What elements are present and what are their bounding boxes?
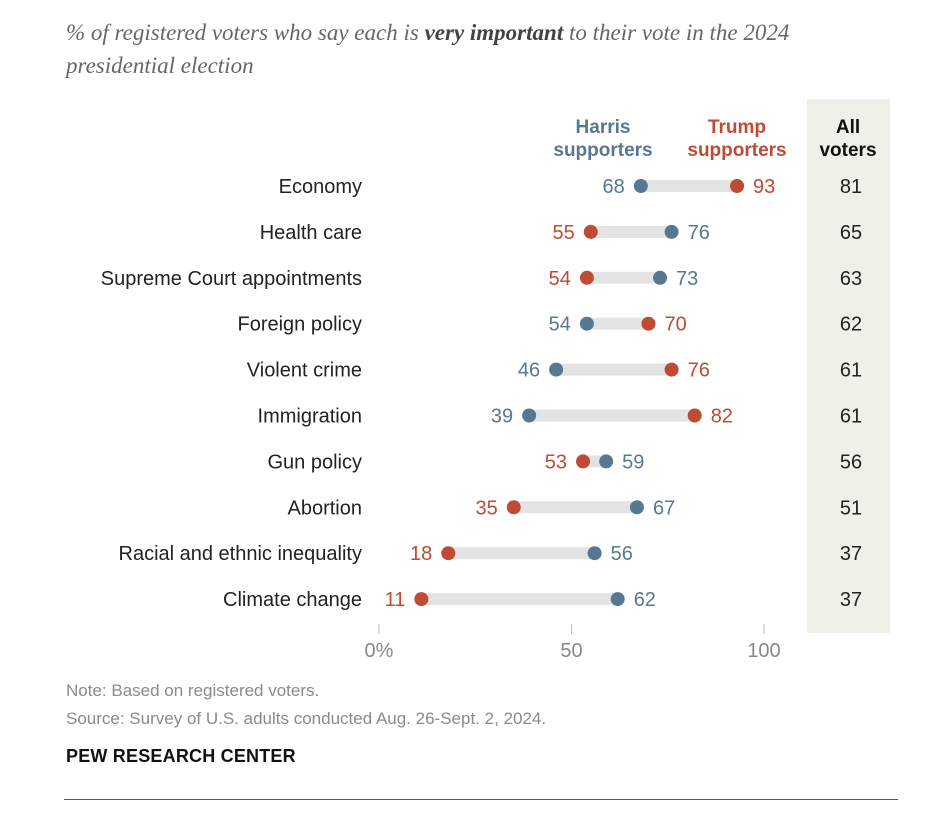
category-label: Health care <box>260 222 362 244</box>
all-voters-value: 37 <box>840 589 862 611</box>
all-voters-value: 62 <box>840 314 862 336</box>
harris-value-label: 54 <box>549 314 571 336</box>
harris-value-label: 68 <box>603 176 625 198</box>
trump-value-label: 76 <box>688 360 710 382</box>
category-label: Foreign policy <box>237 314 362 336</box>
harris-dot <box>587 546 602 561</box>
brand-logo: PEW RESEARCH CENTER <box>66 746 296 766</box>
category-label: Supreme Court appointments <box>101 268 362 290</box>
axis-tick-label: 50 <box>560 640 582 662</box>
trump-dot <box>641 316 656 331</box>
trump-value-label: 82 <box>711 406 733 428</box>
trump-dot <box>576 454 591 469</box>
trump-dot <box>579 270 594 285</box>
harris-value-label: 59 <box>622 451 644 473</box>
harris-dot <box>549 362 564 377</box>
harris-value-label: 73 <box>676 268 698 290</box>
legend-trump: supporters <box>687 140 786 161</box>
trump-dot <box>664 362 679 377</box>
trump-value-label: 70 <box>665 314 687 336</box>
trump-dot <box>687 408 702 423</box>
harris-dot <box>610 592 625 607</box>
harris-dot <box>522 408 537 423</box>
all-voters-value: 56 <box>840 451 862 473</box>
category-label: Gun policy <box>268 451 363 473</box>
chart-title: % of registered voters who say each is v… <box>66 20 790 78</box>
note-text: Note: Based on registered voters. <box>66 681 320 700</box>
trump-value-label: 54 <box>549 268 571 290</box>
legend-trump: Trump <box>708 117 766 138</box>
all-voters-value: 51 <box>840 497 862 519</box>
legend-harris: Harris <box>576 117 631 138</box>
all-voters-value: 81 <box>840 176 862 198</box>
category-label: Abortion <box>288 497 363 519</box>
category-label: Violent crime <box>247 360 362 382</box>
trump-dot <box>441 546 456 561</box>
title-emphasis: very important <box>424 20 564 45</box>
category-label: Economy <box>279 176 362 198</box>
harris-value-label: 39 <box>491 406 513 428</box>
all-voters-value: 61 <box>840 360 862 382</box>
harris-value-label: 46 <box>518 360 540 382</box>
all-voters-header: voters <box>819 140 876 161</box>
harris-value-label: 56 <box>611 543 633 565</box>
all-voters-value: 37 <box>840 543 862 565</box>
trump-value-label: 18 <box>410 543 432 565</box>
harris-dot <box>653 270 668 285</box>
trump-value-label: 11 <box>385 589 406 611</box>
category-label: Racial and ethnic inequality <box>119 543 363 565</box>
harris-dot <box>664 224 679 239</box>
trump-value-label: 53 <box>545 451 567 473</box>
trump-value-label: 93 <box>753 176 775 198</box>
harris-dot <box>579 316 594 331</box>
bottom-divider <box>64 799 898 800</box>
harris-value-label: 76 <box>688 222 710 244</box>
harris-value-label: 67 <box>653 497 675 519</box>
harris-dot <box>629 500 644 515</box>
all-voters-header: All <box>836 117 860 138</box>
harris-dot <box>599 454 614 469</box>
all-voters-panel <box>807 99 890 633</box>
trump-dot <box>730 179 745 193</box>
harris-dot <box>633 179 648 193</box>
category-label: Immigration <box>258 406 362 428</box>
axis-tick-label: 0% <box>365 640 394 662</box>
trump-dot <box>414 592 429 607</box>
legend-harris: supporters <box>553 140 652 161</box>
category-label: Climate change <box>223 589 362 611</box>
source-text: Source: Survey of U.S. adults conducted … <box>66 709 547 728</box>
all-voters-value: 65 <box>840 222 862 244</box>
all-voters-value: 63 <box>840 268 862 290</box>
trump-value-label: 35 <box>476 497 498 519</box>
dot-chart: 0% 50 100HarrissupportersTrumpsupportersAl… <box>101 99 890 662</box>
all-voters-value: 61 <box>840 406 862 428</box>
trump-dot <box>506 500 521 515</box>
axis-tick-label: 100 <box>747 640 780 662</box>
trump-dot <box>583 224 598 239</box>
harris-value-label: 62 <box>634 589 656 611</box>
trump-value-label: 55 <box>553 222 575 244</box>
